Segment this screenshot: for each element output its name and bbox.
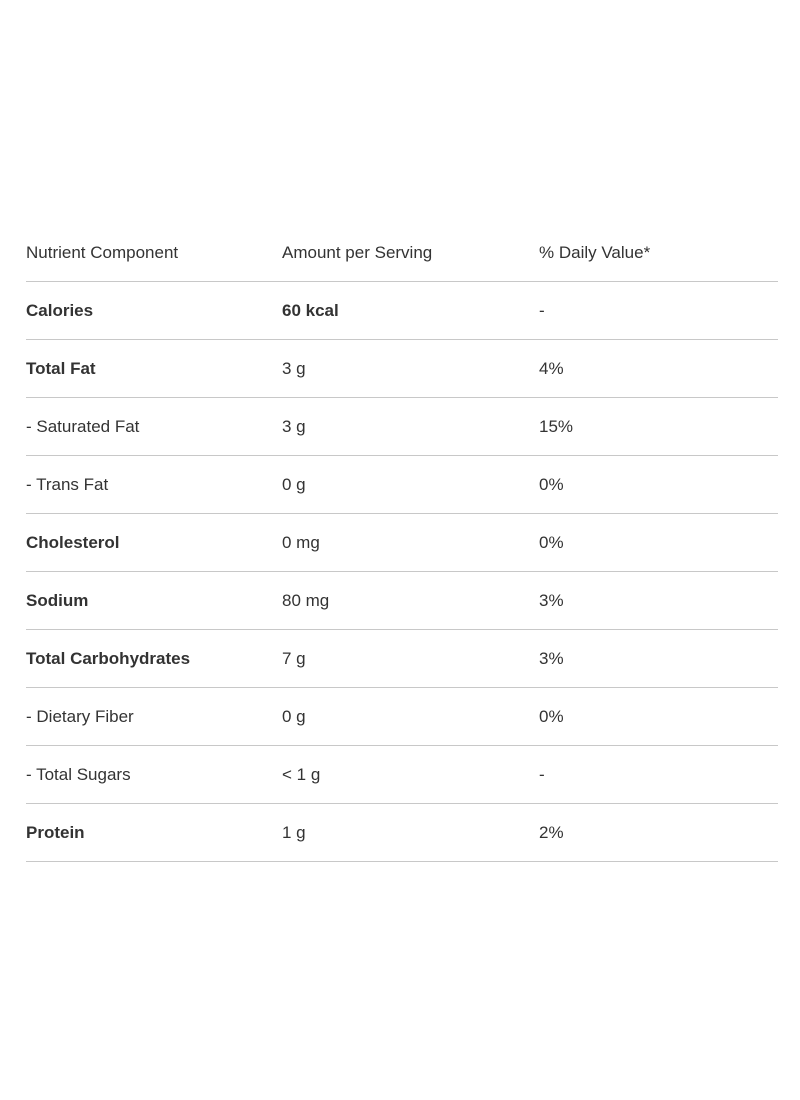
amount: 60 kcal — [282, 300, 339, 320]
amount: 3 g — [282, 416, 306, 436]
amount: 3 g — [282, 358, 306, 378]
nutrient: - Dietary Fiber — [26, 706, 134, 726]
daily-value: 15% — [539, 416, 574, 436]
amount: 7 g — [282, 648, 306, 668]
daily-value: 0% — [539, 474, 564, 494]
nutrient: Total Carbohydrates — [26, 648, 191, 668]
nutrient: Cholesterol — [26, 532, 120, 552]
daily-value: - — [539, 764, 545, 784]
amount: < 1 g — [282, 764, 321, 784]
table-row: - Dietary Fiber 0 g 0% — [26, 688, 778, 746]
amount: 0 g — [282, 706, 306, 726]
table-row: Calories 60 kcal - — [26, 282, 778, 340]
header-cell: Nutrient Component — [26, 242, 179, 262]
nutrient: - Saturated Fat — [26, 416, 140, 436]
table-row: - Saturated Fat 3 g 15% — [26, 398, 778, 456]
daily-value: 2% — [539, 822, 564, 842]
table-row: - Total Sugars < 1 g - — [26, 746, 778, 804]
nutrition-table: Nutrient Component Amount per Serving % … — [26, 224, 778, 862]
daily-value: 4% — [539, 358, 564, 378]
amount: 0 mg — [282, 532, 320, 552]
amount: 0 g — [282, 474, 306, 494]
header-row: Nutrient Component Amount per Serving % … — [26, 224, 778, 282]
table-row: Total Fat 3 g 4% — [26, 340, 778, 398]
nutrient: Calories — [26, 300, 94, 320]
table-row: Total Carbohydrates 7 g 3% — [26, 630, 778, 688]
nutrient: - Trans Fat — [26, 474, 109, 494]
table-row: Protein 1 g 2% — [26, 804, 778, 862]
table-row: Cholesterol 0 mg 0% — [26, 514, 778, 572]
table-row: Sodium 80 mg 3% — [26, 572, 778, 630]
amount: 80 mg — [282, 590, 330, 610]
nutrient: - Total Sugars — [26, 764, 131, 784]
table-row: - Trans Fat 0 g 0% — [26, 456, 778, 514]
daily-value: 0% — [539, 706, 564, 726]
nutrient: Protein — [26, 822, 85, 842]
nutrient: Sodium — [26, 590, 89, 610]
daily-value: 0% — [539, 532, 564, 552]
nutrient: Total Fat — [26, 358, 96, 378]
daily-value: - — [539, 300, 545, 320]
daily-value: 3% — [539, 590, 564, 610]
amount: 1 g — [282, 822, 306, 842]
daily-value: 3% — [539, 648, 564, 668]
header-cell: % Daily Value* — [539, 242, 651, 262]
header-cell: Amount per Serving — [282, 242, 433, 262]
